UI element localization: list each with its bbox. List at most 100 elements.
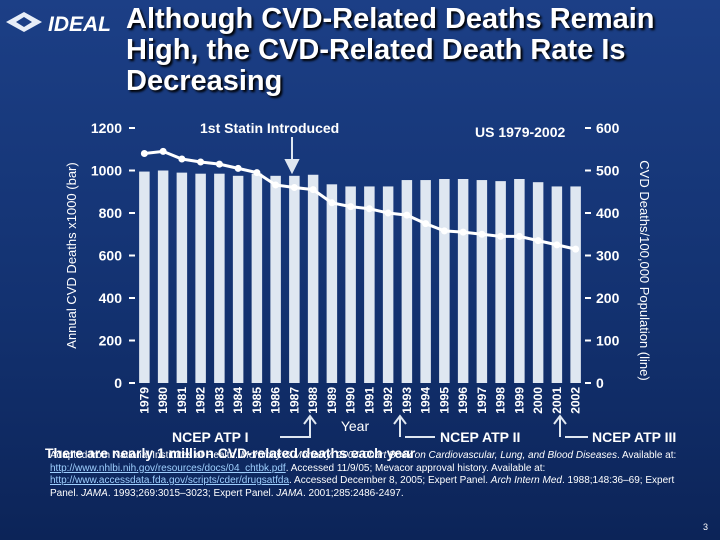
bar xyxy=(420,180,431,383)
line-point xyxy=(422,220,430,228)
bar xyxy=(345,186,356,383)
y-axis-label: Annual CVD Deaths x1000 (bar) xyxy=(64,162,79,348)
bar xyxy=(495,181,506,383)
line-point xyxy=(253,169,261,177)
y-tick-label: 1000 xyxy=(91,163,122,179)
line-point xyxy=(234,164,242,172)
bar xyxy=(551,186,563,383)
x-tick-label: 2001 xyxy=(550,387,564,414)
bar xyxy=(364,186,375,383)
footnote-text: JAMA xyxy=(276,487,303,499)
x-tick-label: 1982 xyxy=(194,387,208,414)
logo xyxy=(6,12,42,32)
y2-tick-label: 100 xyxy=(596,333,620,349)
line-point xyxy=(290,184,298,191)
line-point xyxy=(497,232,505,240)
x-tick-label: 1979 xyxy=(137,387,151,414)
line-point xyxy=(140,150,148,157)
line-point xyxy=(309,186,317,194)
y-tick-label: 800 xyxy=(99,205,123,221)
bar xyxy=(326,184,338,383)
footnote-text: Morbidity & Mortality: 2004 Chart Book o… xyxy=(240,450,617,461)
footnote-link[interactable]: http://www.nhlbi.nih.gov/resources/docs/… xyxy=(50,462,286,474)
y2-tick-label: 300 xyxy=(596,248,620,264)
line-point xyxy=(197,158,205,166)
x-tick-label: 1984 xyxy=(231,387,245,414)
x-tick-label: 1988 xyxy=(306,387,320,414)
x-tick-label: 1998 xyxy=(494,387,508,414)
x-tick-label: 1991 xyxy=(362,387,376,414)
x-tick-label: 1992 xyxy=(381,387,395,414)
footnote-link[interactable]: http://www.accessdata.fda.gov/scripts/cd… xyxy=(50,475,290,486)
x-axis-label: Year xyxy=(341,418,370,434)
footnote-text: . Accessed December 8, 2005; Expert Pane… xyxy=(289,475,491,486)
y-tick-label: 1200 xyxy=(91,120,122,136)
bar xyxy=(476,180,488,383)
annotation: NCEP ATP II xyxy=(440,429,520,445)
x-tick-label: 1986 xyxy=(269,387,283,414)
x-tick-label: 1994 xyxy=(419,387,433,414)
x-tick-label: 2002 xyxy=(569,387,583,414)
annotation: 1st Statin Introduced xyxy=(200,120,339,136)
bar xyxy=(382,186,394,383)
subtitle: There are nearly 1 million CVD-related d… xyxy=(45,445,416,461)
annotation: NCEP ATP I xyxy=(172,429,249,445)
bar xyxy=(401,180,413,383)
line-point xyxy=(272,181,280,189)
x-tick-label: 1995 xyxy=(437,387,451,414)
page-number: 3 xyxy=(702,522,708,532)
statin-arrow xyxy=(284,137,300,175)
line-point xyxy=(347,203,355,211)
line-point xyxy=(159,147,167,155)
ncep-brackets xyxy=(280,414,588,438)
annotation: US 1979-2002 xyxy=(475,124,566,140)
bar xyxy=(251,173,263,383)
bar xyxy=(307,174,319,383)
footnote-text: Arch Intern Med xyxy=(490,475,562,486)
line-point xyxy=(440,227,448,235)
footnote-text: . Available at: xyxy=(616,450,677,461)
y2-axis-label: CVD Deaths/100,000 Population (line) xyxy=(637,160,652,380)
x-tick-label: 2000 xyxy=(531,387,545,414)
line-point xyxy=(365,205,373,213)
x-tick-label: 1987 xyxy=(287,387,301,414)
bar xyxy=(532,182,544,383)
y-tick-label: 600 xyxy=(99,248,123,264)
line-point xyxy=(534,237,542,245)
y2-tick-label: 500 xyxy=(596,163,620,179)
annotation: NCEP ATP III xyxy=(592,429,676,445)
bar xyxy=(270,175,281,383)
x-tick-label: 1997 xyxy=(475,387,489,414)
bar xyxy=(157,170,169,383)
line-point xyxy=(178,155,186,163)
line-point xyxy=(403,211,411,219)
bar xyxy=(176,172,188,383)
footnote-text: . 1993;269:3015–3023; Expert Panel. xyxy=(107,487,277,499)
line-point xyxy=(384,209,392,217)
footnote-text: . 1988;148:36–69; Expert Panel. xyxy=(50,475,675,499)
footnote-text: JAMA xyxy=(81,487,108,499)
line-point xyxy=(328,199,336,207)
bar xyxy=(232,175,244,383)
bar xyxy=(439,179,450,383)
line-point xyxy=(478,230,486,238)
y2-tick-label: 200 xyxy=(596,290,620,306)
line-point xyxy=(572,245,580,253)
footnote-text: Adapted from National Institutes of Heal… xyxy=(50,450,241,461)
x-tick-label: 1993 xyxy=(400,387,414,414)
line-point xyxy=(515,232,523,240)
bar xyxy=(514,179,525,383)
footnote: Adapted from National Institutes of Heal… xyxy=(50,450,690,500)
x-tick-label: 1980 xyxy=(156,387,170,414)
y-tick-label: 400 xyxy=(99,290,123,306)
x-tick-label: 1990 xyxy=(344,387,358,414)
x-tick-label: 1981 xyxy=(175,387,189,414)
y2-tick-label: 0 xyxy=(596,375,604,391)
x-tick-label: 1983 xyxy=(212,387,226,414)
footnote-text: . 2001;285:2486-2497. xyxy=(302,487,404,499)
bar xyxy=(457,179,469,383)
line-point xyxy=(215,160,223,168)
line-point xyxy=(459,228,467,236)
